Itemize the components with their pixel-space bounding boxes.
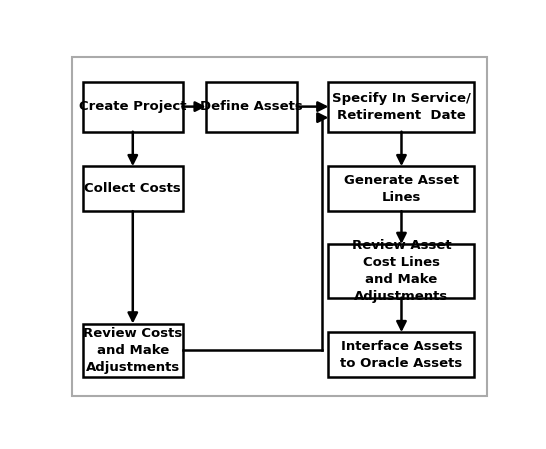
Bar xyxy=(83,166,182,211)
Bar xyxy=(83,82,182,132)
Bar xyxy=(329,166,474,211)
Bar xyxy=(329,332,474,377)
Bar xyxy=(329,82,474,132)
Text: Collect Costs: Collect Costs xyxy=(85,182,181,195)
Text: Create Project: Create Project xyxy=(79,100,187,113)
Bar xyxy=(329,244,474,298)
Bar xyxy=(206,82,297,132)
Text: Review Costs
and Make
Adjustments: Review Costs and Make Adjustments xyxy=(83,327,182,374)
Text: Generate Asset
Lines: Generate Asset Lines xyxy=(344,174,459,204)
Text: Interface Assets
to Oracle Assets: Interface Assets to Oracle Assets xyxy=(340,339,462,370)
Text: Define Assets: Define Assets xyxy=(200,100,302,113)
Bar xyxy=(83,324,182,377)
Text: Specify In Service/
Retirement  Date: Specify In Service/ Retirement Date xyxy=(332,92,471,122)
Text: Review Asset
Cost Lines
and Make
Adjustments: Review Asset Cost Lines and Make Adjustm… xyxy=(352,239,452,303)
